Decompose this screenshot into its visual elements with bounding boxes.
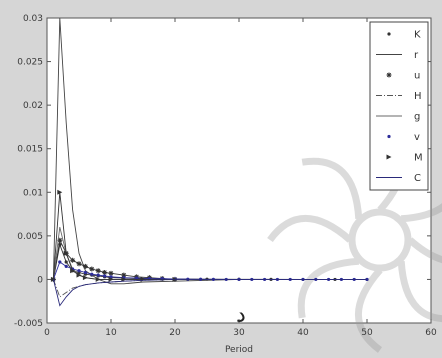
series-C (52, 278, 367, 307)
legend-label-u: u (414, 71, 420, 82)
point-M-3 (70, 268, 76, 274)
x-tick-label-0: 0 (44, 328, 50, 338)
point-u-8 (102, 269, 108, 275)
legend-marker-v (387, 134, 391, 139)
point-u-6 (89, 266, 95, 272)
legend-label-K: K (414, 30, 421, 41)
legend-box (369, 21, 429, 191)
x-axis-label: Period (225, 345, 253, 355)
watermark-petal-1 (397, 260, 442, 323)
x-tick-label-1: 10 (105, 328, 117, 338)
legend-label-H: H (414, 91, 422, 102)
y-tick-label-5: 0.02 (23, 101, 43, 111)
legend-label-M: M (414, 153, 423, 164)
point-M-8 (121, 276, 127, 282)
y-tick-label-6: 0.025 (17, 58, 43, 68)
point-M-7 (108, 276, 114, 282)
watermark-petal-3 (297, 257, 360, 319)
point-u-1 (57, 237, 63, 243)
x-tick-label-6: 60 (425, 328, 437, 338)
annotation-label: د (236, 303, 246, 328)
y-tick-label-3: 0.01 (23, 188, 43, 198)
x-tick-label-5: 50 (361, 328, 373, 338)
point-K-2 (64, 260, 68, 264)
point-u-7 (95, 268, 101, 274)
y-tick-label-4: 0.015 (17, 145, 43, 155)
point-v-11 (135, 276, 139, 280)
legend-label-C: C (414, 173, 421, 184)
point-M-5 (82, 275, 88, 281)
legend-label-v: v (414, 132, 420, 143)
point-v-1 (58, 260, 62, 264)
point-u-10 (121, 272, 127, 278)
series-M (50, 189, 178, 282)
watermark-petal-0 (407, 237, 442, 264)
legend-marker-K (387, 32, 391, 36)
point-M-2 (63, 250, 69, 256)
y-tick-label-1: 0 (37, 275, 43, 285)
legend-marker-u (386, 72, 392, 78)
series-layer (50, 17, 369, 307)
point-M-1 (57, 189, 63, 195)
point-v-4 (77, 269, 81, 273)
y-tick-label-2: 0.005 (17, 232, 43, 242)
watermark-petal-7 (400, 203, 442, 223)
point-u-5 (82, 263, 88, 269)
legend-label-r: r (414, 50, 419, 61)
x-tick-label-3: 30 (233, 328, 245, 338)
x-tick-label-4: 40 (297, 328, 309, 338)
watermark-petal-2 (355, 267, 383, 353)
point-v-9 (109, 275, 113, 279)
watermark-petal-5 (301, 157, 363, 220)
watermark-petal-4 (267, 215, 353, 243)
point-u-9 (108, 270, 114, 276)
point-M-6 (95, 276, 101, 282)
point-v-7 (96, 273, 100, 277)
x-tick-label-2: 20 (169, 328, 181, 338)
point-v-6 (90, 272, 94, 276)
axes-layer: 0 10 20 30 40 50 60-0.00500.0050.010.0150.020.… (14, 14, 437, 338)
y-tick-label-7: 0.03 (23, 14, 43, 24)
point-u-4 (76, 261, 82, 267)
point-v-8 (103, 274, 107, 278)
y-tick-label-0: -0.005 (14, 319, 43, 329)
point-M-4 (76, 272, 82, 278)
point-v-2 (64, 264, 68, 268)
point-u-3 (70, 257, 76, 263)
legend-label-g: g (414, 112, 420, 123)
point-v-5 (83, 270, 87, 275)
watermark-core (348, 208, 412, 272)
series-line-C (52, 278, 367, 307)
legend-marker-M (386, 154, 392, 160)
